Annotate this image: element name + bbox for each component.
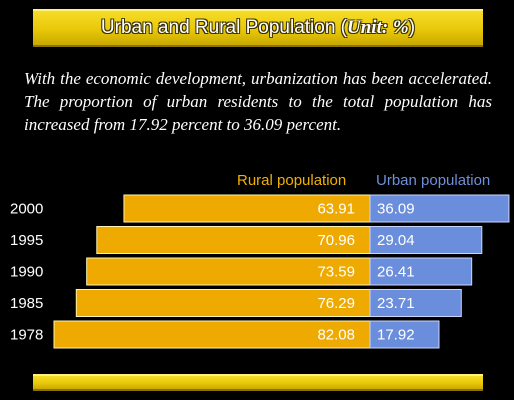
title-banner: Urban and Rural Population (Unit: %) [33, 9, 483, 47]
chart-title: Urban and Rural Population (Unit: %) [100, 17, 416, 38]
unit-label: Unit: % [347, 17, 409, 38]
urban-bar [369, 194, 510, 223]
rural-bar [75, 289, 371, 317]
urban-value-label: 17.92 [377, 327, 415, 344]
legend-rural: Rural population [237, 172, 347, 189]
urban-bar [369, 289, 462, 317]
urban-bar [369, 257, 473, 286]
bottom-banner [33, 374, 483, 391]
year-label: 1985 [10, 295, 43, 312]
urban-value-label: 36.09 [377, 201, 415, 218]
rural-value-label: 76.29 [317, 295, 355, 312]
urban-value-label: 23.71 [377, 295, 415, 312]
rural-bar [96, 226, 371, 254]
urban-value-label: 26.41 [377, 264, 415, 281]
rural-value-label: 70.96 [317, 232, 355, 249]
legend-urban: Urban population [376, 172, 491, 189]
year-label: 1978 [10, 327, 43, 344]
urban-bar [369, 320, 440, 349]
rural-value-label: 82.08 [317, 327, 355, 344]
rural-value-label: 63.91 [317, 201, 355, 218]
year-label: 1995 [10, 232, 43, 249]
urban-value-label: 29.04 [377, 232, 415, 249]
urban-bar [369, 226, 483, 254]
rural-bar [123, 194, 371, 223]
year-label: 2000 [10, 201, 43, 218]
rural-value-label: 73.59 [317, 264, 355, 281]
rural-bar [53, 320, 371, 349]
year-label: 1990 [10, 264, 43, 281]
description-text: With the economic development, urbanizat… [24, 69, 492, 134]
